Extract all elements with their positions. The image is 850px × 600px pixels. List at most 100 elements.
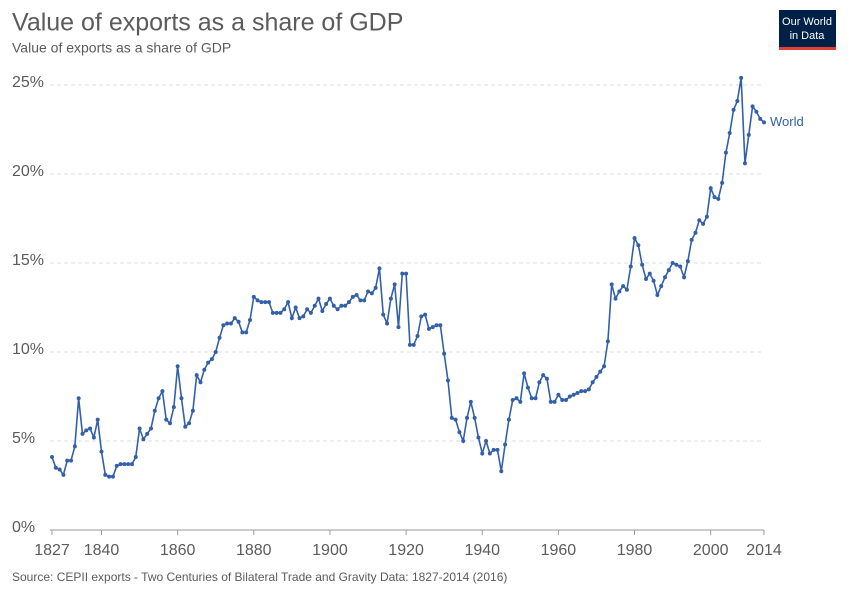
data-point — [114, 463, 119, 468]
data-point — [461, 439, 466, 443]
data-point — [472, 415, 477, 420]
data-point — [175, 364, 180, 369]
data-point — [712, 195, 717, 200]
data-point — [84, 428, 89, 433]
x-tick-label: 1940 — [464, 542, 500, 559]
data-point — [564, 398, 569, 403]
series-line — [51, 77, 765, 478]
data-point — [590, 380, 595, 385]
data-point — [506, 417, 511, 422]
data-point — [548, 399, 553, 404]
data-point — [53, 465, 58, 470]
data-point — [663, 275, 668, 280]
x-tick-label: 1900 — [312, 542, 348, 559]
data-point — [632, 236, 637, 241]
data-point — [206, 360, 211, 365]
data-point — [762, 120, 766, 125]
data-point — [643, 277, 648, 282]
data-point — [613, 296, 618, 301]
data-point — [624, 287, 629, 292]
y-tick-label: 5% — [12, 430, 35, 447]
data-point — [126, 462, 131, 467]
data-point — [305, 307, 310, 312]
data-point — [133, 455, 138, 460]
y-tick-label: 15% — [12, 252, 44, 269]
data-point — [99, 449, 104, 454]
data-point — [689, 237, 694, 242]
data-point — [103, 472, 108, 477]
data-point — [240, 330, 245, 335]
data-point — [346, 300, 351, 305]
data-point — [685, 259, 690, 264]
data-point — [716, 196, 721, 201]
data-point — [251, 294, 256, 299]
data-point — [449, 415, 454, 420]
data-point — [693, 230, 698, 235]
data-point — [183, 424, 188, 429]
x-tick-label: 1860 — [160, 542, 196, 559]
data-point — [80, 431, 85, 436]
data-point — [720, 180, 725, 185]
data-point — [499, 469, 504, 474]
data-point — [468, 399, 473, 404]
chart-subtitle: Value of exports as a share of GDP — [12, 40, 231, 56]
data-point — [609, 282, 614, 287]
logo — [779, 10, 836, 50]
x-tick-label: 1960 — [541, 542, 577, 559]
data-point — [381, 312, 386, 317]
data-point — [758, 116, 763, 121]
data-point — [640, 262, 645, 267]
data-point — [369, 291, 374, 296]
data-point — [510, 398, 515, 403]
data-point — [350, 294, 355, 299]
data-point — [445, 378, 450, 383]
data-point — [407, 342, 412, 347]
data-point — [682, 275, 687, 280]
data-point — [621, 284, 626, 289]
data-point — [164, 417, 169, 422]
data-point — [476, 435, 481, 440]
data-point — [187, 421, 192, 426]
data-point — [567, 394, 572, 399]
data-point — [145, 431, 150, 436]
y-tick-label: 25% — [12, 74, 44, 91]
data-point — [312, 303, 317, 308]
data-point — [366, 289, 371, 294]
data-point — [297, 316, 302, 321]
data-point — [259, 300, 264, 305]
x-tick-label: 2014 — [746, 542, 782, 559]
data-point — [270, 310, 275, 315]
data-point — [388, 296, 393, 301]
x-tick-label: 1920 — [388, 542, 424, 559]
data-point — [742, 161, 747, 166]
data-point — [225, 321, 230, 326]
data-point — [666, 268, 671, 273]
x-tick-label: 2000 — [693, 542, 729, 559]
data-point — [343, 303, 348, 308]
data-point — [434, 323, 439, 328]
data-point — [76, 396, 81, 401]
legend-label: World — [770, 114, 804, 129]
data-point — [628, 264, 633, 269]
data-point — [202, 367, 207, 372]
data-point — [533, 396, 538, 401]
data-point — [221, 323, 226, 328]
data-point — [129, 462, 134, 467]
data-point — [110, 474, 115, 479]
data-point — [583, 389, 588, 394]
data-point — [236, 319, 241, 324]
y-tick-label: 10% — [12, 341, 44, 358]
data-point — [168, 421, 173, 426]
data-point — [415, 333, 420, 338]
logo-bar — [779, 47, 836, 50]
data-point — [354, 293, 359, 298]
data-point — [735, 99, 740, 104]
data-point — [560, 398, 565, 403]
data-point — [514, 396, 519, 401]
data-point — [727, 131, 732, 136]
source: Source: CEPII exports - Two Centuries of… — [12, 570, 507, 584]
data-point — [278, 310, 283, 315]
data-point — [655, 293, 660, 298]
data-point — [308, 310, 313, 315]
data-point — [301, 314, 306, 319]
